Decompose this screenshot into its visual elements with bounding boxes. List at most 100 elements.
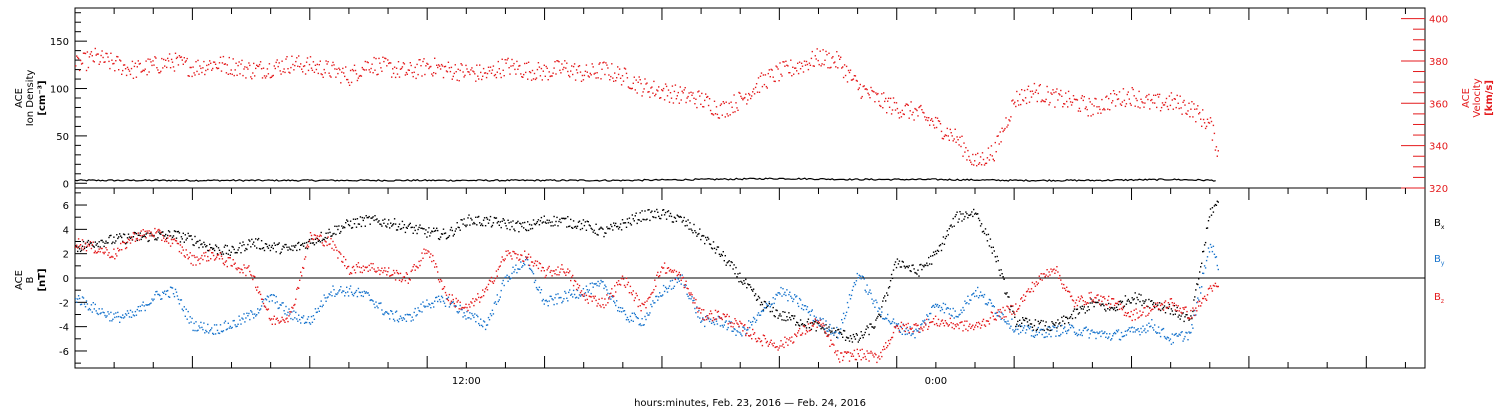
velocity-point	[198, 73, 200, 75]
bz-point	[729, 322, 731, 324]
bx-point	[727, 261, 729, 263]
bz-point	[900, 321, 903, 324]
bz-point	[406, 273, 408, 275]
velocity-point	[317, 72, 319, 75]
bx-point	[297, 242, 299, 245]
by-point	[1188, 331, 1190, 333]
bz-point	[88, 245, 91, 247]
velocity-point	[1125, 103, 1128, 105]
velocity-point	[511, 58, 513, 61]
bz-point	[1097, 294, 1099, 296]
velocity-point	[937, 120, 940, 122]
by-point	[832, 332, 834, 334]
by-point	[231, 326, 233, 329]
velocity-point	[632, 82, 634, 84]
velocity-point	[741, 97, 743, 99]
velocity-point	[785, 60, 787, 62]
bz-point	[251, 275, 253, 277]
bz-point	[1003, 316, 1005, 318]
bx-point	[458, 226, 460, 229]
bx-point	[1199, 271, 1201, 273]
velocity-point	[211, 69, 213, 71]
bx-point	[300, 244, 302, 246]
bz-point	[739, 320, 741, 323]
velocity-point	[541, 79, 543, 81]
bx-point	[1038, 323, 1040, 325]
velocity-point	[210, 62, 212, 64]
bx-point	[518, 231, 520, 233]
b-field-tick-label: 2	[63, 250, 69, 261]
bx-point	[394, 223, 397, 225]
bz-point	[326, 244, 328, 247]
bx-point	[1073, 308, 1076, 310]
bx-point	[350, 227, 353, 229]
bx-point	[497, 220, 499, 223]
bx-point	[671, 221, 674, 223]
by-point	[326, 297, 328, 299]
bz-point	[578, 284, 581, 287]
velocity-point	[1114, 105, 1117, 107]
bz-point	[1192, 307, 1194, 309]
bx-point	[654, 210, 656, 213]
by-point	[560, 296, 562, 299]
bx-point	[291, 245, 293, 247]
bz-point	[564, 272, 566, 274]
bz-point	[601, 297, 603, 300]
time-tick-label: 0:00	[925, 376, 947, 387]
bz-point	[689, 294, 691, 296]
velocity-point	[925, 119, 927, 121]
by-point	[777, 292, 779, 294]
velocity-point	[896, 107, 899, 110]
bx-point	[1128, 300, 1130, 302]
by-point	[482, 325, 484, 328]
bz-point	[780, 340, 782, 342]
bz-point	[238, 267, 240, 270]
bz-point	[825, 332, 827, 335]
bx-point	[1035, 329, 1038, 332]
by-point	[300, 322, 302, 324]
bx-point	[1087, 306, 1089, 308]
bx-point	[574, 225, 577, 228]
bz-point	[194, 256, 196, 259]
bz-point	[694, 302, 696, 304]
bz-point	[1149, 307, 1151, 309]
by-point	[539, 292, 542, 294]
bz-point	[1161, 303, 1164, 306]
bz-point	[912, 331, 914, 333]
velocity-point	[183, 57, 185, 59]
velocity-point	[805, 60, 808, 63]
by-point	[92, 302, 94, 304]
by-point	[1042, 328, 1044, 331]
bz-point	[868, 360, 870, 362]
bz-point	[638, 299, 640, 301]
by-point	[901, 333, 903, 335]
bz-point	[183, 255, 185, 257]
bx-point	[793, 317, 795, 320]
by-point	[1180, 331, 1182, 334]
by-point	[645, 318, 647, 321]
bx-point	[663, 214, 666, 216]
bz-point	[839, 361, 841, 363]
bz-point	[1014, 313, 1016, 316]
by-point	[668, 285, 671, 287]
bz-point	[506, 254, 508, 257]
bz-point	[335, 246, 337, 248]
bx-point	[666, 211, 669, 213]
bz-point	[522, 260, 524, 262]
velocity-point	[1130, 104, 1132, 106]
velocity-point	[605, 62, 607, 64]
bz-point	[760, 340, 763, 342]
velocity-point	[1127, 91, 1129, 93]
bz-point	[684, 284, 686, 286]
bx-point	[145, 233, 147, 235]
bz-point	[744, 324, 746, 326]
bz-point	[359, 271, 362, 273]
bx-point	[426, 236, 428, 238]
bx-point	[1046, 328, 1048, 330]
velocity-point	[1186, 113, 1188, 115]
by-point	[928, 318, 930, 321]
bx-point	[718, 253, 721, 255]
bx-point	[79, 250, 82, 253]
bx-point	[993, 250, 995, 252]
